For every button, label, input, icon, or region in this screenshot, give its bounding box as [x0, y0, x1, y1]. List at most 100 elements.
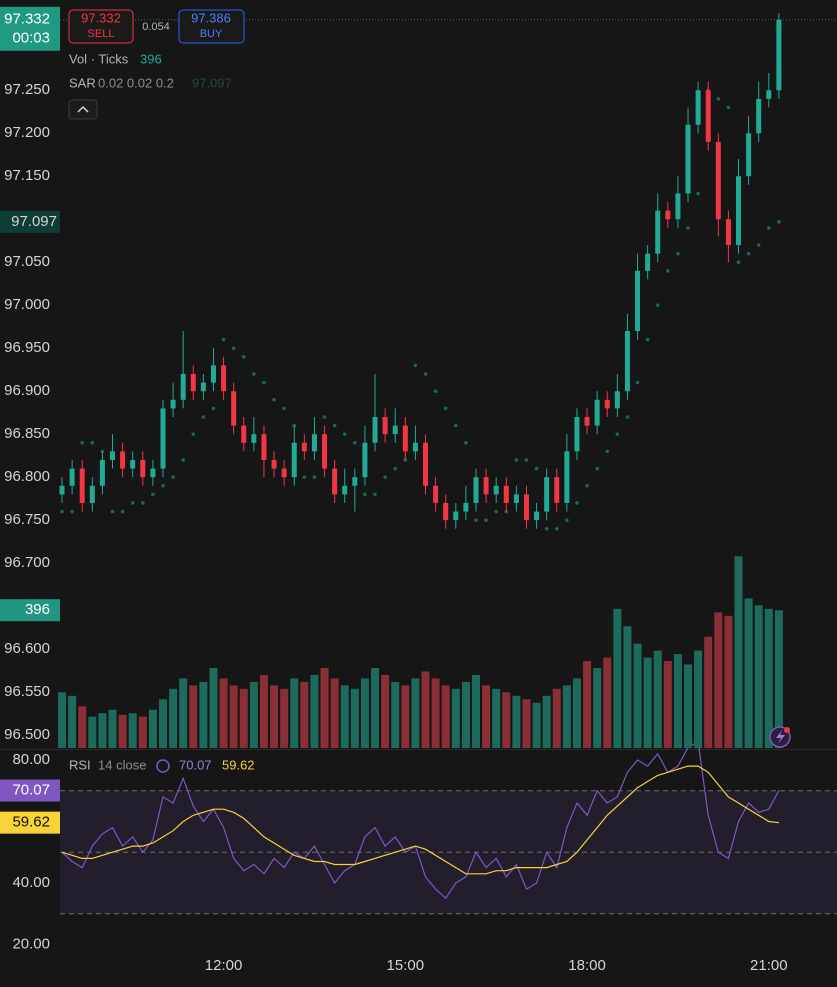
candle-body: [594, 399, 600, 426]
sar-dot: [605, 449, 610, 454]
volume-bar: [623, 626, 632, 748]
y-tick-label: 96.500: [4, 726, 50, 743]
sar-dot: [413, 363, 418, 368]
sar-dot: [766, 226, 771, 230]
candle-body: [655, 210, 661, 254]
y-tick-label: 96.850: [4, 425, 50, 442]
sar-dot: [726, 105, 731, 110]
volume-bar: [471, 674, 480, 748]
volume-bar: [189, 685, 198, 748]
candle-body: [503, 485, 509, 503]
volume-bar: [148, 709, 157, 748]
rsi-line: [61, 740, 780, 900]
volume-bar: [663, 661, 672, 748]
candle-body: [766, 90, 772, 99]
volume-bar: [673, 654, 682, 748]
sar-label-box: [0, 210, 60, 233]
sar-dot: [615, 432, 620, 436]
sar-dot: [534, 466, 539, 471]
sar-dot: [393, 466, 398, 471]
candle-body: [231, 391, 237, 426]
candle-body: [59, 485, 65, 495]
sar-dot: [231, 346, 236, 351]
candle-body: [604, 399, 610, 409]
volume-bar: [270, 685, 279, 748]
candle-body: [715, 141, 721, 220]
candle-body: [120, 451, 126, 469]
candle-body: [180, 374, 186, 400]
sar-dot: [90, 440, 95, 445]
candle-body: [89, 485, 95, 503]
sar-dot: [120, 509, 125, 514]
volume-bar: [78, 706, 87, 748]
candle-body: [140, 459, 146, 478]
volume-bar: [613, 608, 622, 748]
y-tick-label: 97.000: [4, 296, 50, 313]
candle-body: [311, 434, 317, 452]
buy-price: 97.386: [191, 10, 231, 25]
volume-bar: [98, 713, 107, 748]
sar-dot: [201, 415, 206, 419]
volume-bar: [532, 702, 541, 748]
sar-dot: [151, 492, 155, 497]
candle-body: [251, 434, 257, 443]
volume-bar: [88, 716, 97, 748]
y-tick-label: 97.150: [4, 167, 50, 184]
candle-body: [291, 442, 297, 478]
collapse-button[interactable]: [68, 99, 98, 120]
candle-body: [362, 442, 368, 478]
sar-dot: [130, 501, 135, 505]
sar-dot: [676, 251, 680, 256]
candle-body: [160, 408, 166, 469]
candle-body: [301, 442, 307, 452]
volume-bar: [451, 688, 460, 748]
axis-layer: 20.0040.0080.0096.50096.55096.60096.6509…: [4, 81, 787, 974]
y-tick-label: 96.550: [4, 683, 50, 700]
rsi-settings-icon[interactable]: [156, 759, 170, 773]
sar-dot: [211, 406, 216, 411]
rsi-tick-label: 40.00: [12, 874, 50, 891]
sar-dot: [383, 475, 387, 479]
candle-body: [210, 365, 216, 383]
volume-label: 396: [25, 601, 50, 618]
rsi-pane: [60, 740, 837, 915]
candle-body: [200, 382, 206, 392]
candle-body: [554, 477, 560, 503]
price-label: 97.332: [4, 11, 50, 28]
buy-button[interactable]: [178, 9, 245, 44]
sar-dot: [110, 509, 115, 514]
sar-dot: [686, 226, 690, 230]
sar-dot: [736, 260, 741, 265]
volume-bar: [330, 678, 339, 748]
volume-bar: [310, 674, 319, 748]
sar-dot: [353, 440, 357, 445]
sell-button[interactable]: [68, 9, 134, 44]
candle-body: [402, 425, 408, 452]
buy-label: BUY: [200, 28, 223, 40]
candle-body: [342, 485, 348, 495]
candle-body: [170, 399, 176, 409]
volume-bar: [754, 605, 763, 748]
volume-bar: [583, 661, 592, 748]
volume-bar: [562, 685, 571, 748]
volume-layer: [58, 556, 783, 748]
candle-body: [675, 193, 681, 220]
y-tick-label: 97.250: [4, 81, 50, 98]
y-tick-label: 96.800: [4, 468, 50, 485]
sar-dot: [453, 423, 458, 428]
volume-bar: [138, 716, 147, 748]
volume-bar: [239, 688, 248, 748]
volume-bar: [209, 667, 218, 748]
sar-dot: [363, 492, 367, 497]
rsi-legend-value: 70.07: [179, 757, 212, 772]
rsi-ma-label-box: [0, 811, 60, 834]
candle-body: [746, 133, 752, 177]
volume-legend-value: 396: [140, 51, 162, 66]
volume-bar: [593, 667, 602, 748]
volume-bar: [552, 688, 561, 748]
volume-bar: [734, 556, 743, 748]
rsi-ma-label: 59.62: [12, 814, 50, 831]
candle-body: [736, 176, 742, 246]
volume-bar: [350, 688, 359, 748]
